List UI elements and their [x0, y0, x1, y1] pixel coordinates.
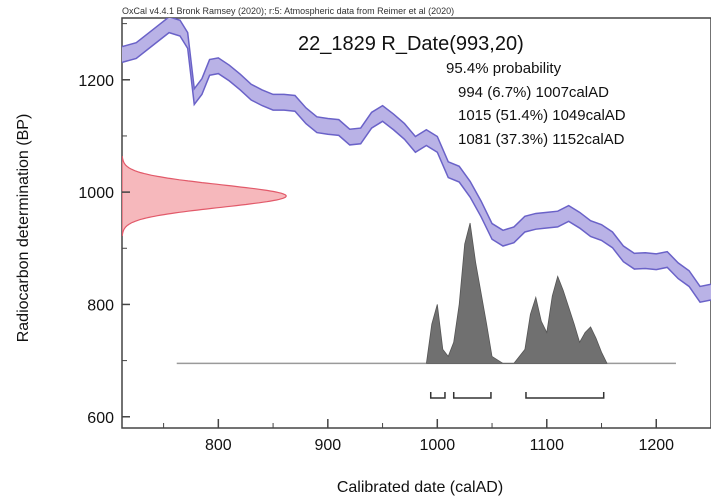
calibration-lower-line: [122, 31, 711, 304]
x-tick-label-1200: 1200: [638, 437, 674, 454]
x-tick-label-1000: 1000: [420, 437, 456, 454]
range-label-1: 994 (6.7%) 1007calAD: [458, 84, 609, 101]
plot-frame: [121, 17, 711, 429]
range-bracket-1: [429, 392, 446, 399]
range-label-2: 1015 (51.4%) 1049calAD: [458, 107, 626, 124]
plot-content: [122, 18, 711, 399]
range-label-3: 1081 (37.3%) 1152calAD: [458, 131, 625, 148]
chart-header: OxCal v4.4.1 Bronk Ramsey (2020); r:5: A…: [122, 6, 454, 16]
chart-title: 22_1829 R_Date(993,20): [298, 33, 524, 55]
y-tick-label-800: 800: [87, 297, 114, 314]
y-tick-label-1200: 1200: [78, 73, 114, 90]
y-tick-label-1000: 1000: [78, 185, 114, 202]
axes: 800 900 1000 1100 1200 600 800 1000 1200: [78, 23, 711, 454]
y-axis-title: Radiocarbon determination (BP): [15, 114, 32, 343]
x-tick-label-900: 900: [314, 437, 341, 454]
range-bracket-2: [452, 392, 492, 399]
calibration-upper-line: [122, 18, 711, 288]
plot-area: [122, 18, 711, 399]
probability-label: 95.4% probability: [446, 60, 562, 77]
radiocarbon-date-distribution: [122, 156, 287, 237]
range-bracket-3: [525, 392, 605, 399]
calibrated-distribution: [426, 222, 608, 364]
x-axis-title: Calibrated date (calAD): [337, 479, 503, 496]
x-tick-label-1100: 1100: [530, 437, 565, 454]
y-tick-label-600: 600: [87, 410, 114, 427]
x-tick-label-800: 800: [205, 437, 232, 454]
